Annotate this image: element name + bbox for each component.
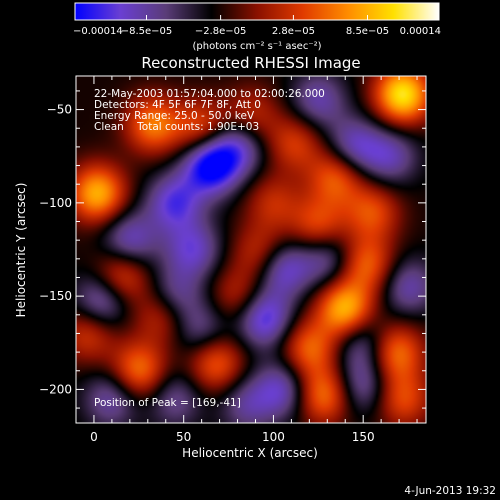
annotation-detectors: Detectors: 4F 5F 6F 7F 8F, Att 0 — [94, 99, 261, 111]
annotation-time-range: 22-May-2003 01:57:04.000 to 02:00:26.000 — [94, 88, 325, 100]
annotation-block: 22-May-2003 01:57:04.000 to 02:00:26.000… — [94, 88, 325, 133]
peak-position-label: Position of Peak = [169,-41] — [94, 397, 241, 409]
colorbar-tick-label: 0.00014 — [400, 26, 441, 37]
y-tick-label: −150 — [39, 289, 72, 303]
x-tick-label: 100 — [262, 430, 285, 444]
y-tick-label: −200 — [39, 382, 72, 396]
image-plot — [76, 76, 426, 423]
chart-title: Reconstructed RHESSI Image — [141, 54, 360, 72]
axes-frame — [75, 75, 427, 424]
y-axis-ticks: −50 −100 −150 −200 — [39, 90, 426, 409]
colorbar-units-label: (photons cm⁻² s⁻¹ asec⁻²) — [192, 41, 321, 52]
colorbar-tick-label: −8.5e−05 — [121, 26, 173, 37]
x-tick-label: 0 — [90, 430, 98, 444]
x-axis-ticks: 0 50 100 150 — [75, 76, 418, 444]
y-tick-label: −100 — [39, 196, 72, 210]
annotation-clean-counts: Clean Total counts: 1.90E+03 — [94, 121, 259, 133]
x-axis-label: Heliocentric X (arcsec) — [182, 446, 318, 460]
colorbar — [74, 2, 440, 21]
colorbar-ticks: −0.00014−8.5e−05 −2.8e−05 2.8e−05 8.5e−05 0.… — [73, 15, 441, 37]
colorbar-tick-label: 8.5e−05 — [346, 26, 389, 37]
colorbar-tick-label: 2.8e−05 — [272, 26, 315, 37]
colorbar-tick-label: −2.8e−05 — [195, 26, 247, 37]
timestamp: 4-Jun-2013 19:32 — [404, 485, 496, 497]
colorbar-tick-label: −0.00014 — [73, 26, 123, 37]
x-tick-label: 150 — [352, 430, 375, 444]
heatmap-image — [76, 76, 426, 423]
y-tick-label: −50 — [47, 103, 72, 117]
y-axis-label: Heliocentric Y (arcsec) — [14, 183, 28, 318]
annotation-energy-range: Energy Range: 25.0 - 50.0 keV — [94, 110, 255, 122]
x-tick-label: 50 — [176, 430, 191, 444]
